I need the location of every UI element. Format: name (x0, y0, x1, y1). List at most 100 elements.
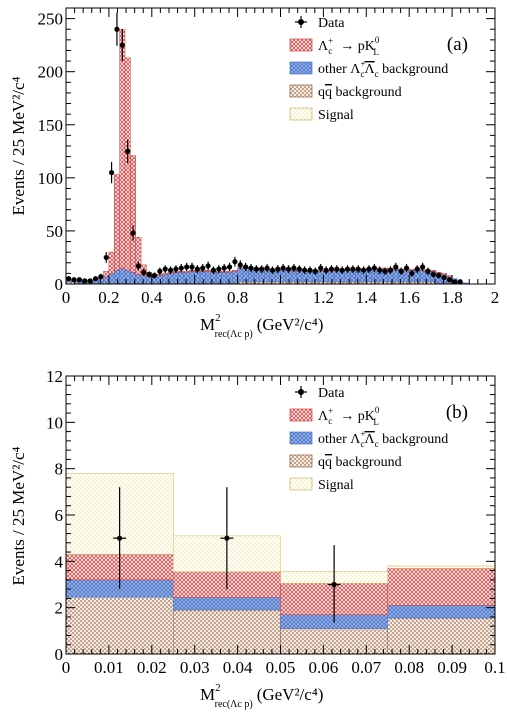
data-point-66 (420, 264, 426, 270)
legend-label-part: c (328, 416, 332, 426)
data-point-38 (269, 267, 276, 273)
data-points-b (113, 487, 341, 623)
legend-label-part: background (332, 85, 402, 100)
data-point-34 (248, 265, 254, 271)
legend-label-signal: Signal (318, 108, 354, 123)
legend-label-part: c (328, 46, 332, 56)
legend-label-part: background (379, 432, 449, 447)
data-point-18 (162, 266, 168, 272)
x-tick-label-10: 0.1 (484, 658, 505, 677)
y-tick-label-5: 250 (38, 10, 64, 29)
data-point-8 (108, 169, 115, 176)
x-tick-label-3: 0.03 (180, 658, 210, 677)
legend-label-part: + (360, 59, 365, 69)
data-point-33 (243, 264, 249, 270)
legend-label-part: + (328, 406, 333, 416)
legend-label-part: L (373, 47, 379, 57)
data-point-24 (194, 266, 200, 272)
data-point-16 (151, 272, 158, 279)
x-tick-label-2: 0.4 (141, 288, 163, 307)
bar-kl-71 (446, 275, 453, 277)
data-points-a (66, 12, 463, 285)
data-point-49 (328, 266, 335, 272)
legend-swatch-qq (289, 84, 313, 98)
data-point-71 (446, 277, 453, 283)
bar-kl-3 (387, 568, 496, 606)
chart-panel-a: 0 0.2 0.4 0.6 0.8 1 1.2 1.4 1.6 1.8 2 0 50 100 150 200 2… (9, 7, 500, 340)
bar-kl-9 (114, 174, 120, 271)
axis-ticks-a (65, 8, 496, 285)
legend-label-qq: qq background (318, 455, 402, 470)
tick-labels-b: 0 0.01 0.02 0.03 0.04 0.05 0.06 0.07 0.08 0.09 0.1… (46, 367, 506, 677)
legend-label-part: 0 (375, 35, 380, 45)
legend-swatch-qq (289, 454, 313, 468)
legend-label-kl: Λ+ c → pK0 L (318, 405, 380, 427)
bar-kl-13 (135, 237, 142, 275)
panel-label-a: (a) (447, 34, 468, 55)
data-point-37 (264, 265, 270, 271)
data-point-2 (331, 581, 337, 588)
y-tick-label-0: 0 (55, 275, 64, 294)
legend-label-part: Λ (318, 409, 329, 424)
legend-label-part: L (373, 417, 379, 427)
bar-kl-31 (231, 269, 238, 272)
legend-label-kl: Λ+ c → pK0 L (318, 35, 380, 57)
y-tick-label-0: 0 (55, 645, 64, 664)
data-point-48 (323, 267, 329, 273)
data-point-61 (393, 264, 399, 270)
legend-label-part: Λ (365, 62, 376, 77)
bar-kl-10 (119, 28, 126, 269)
data-point-64 (409, 270, 415, 276)
legend-label-part: q (318, 85, 325, 100)
y-axis-label-b: Events / 25 MeV²/c⁴ (9, 446, 28, 585)
y-tick-label-4: 200 (38, 63, 64, 82)
y-tick-label-6: 12 (46, 367, 63, 386)
legend-swatch-kl (289, 38, 313, 52)
legend-label-part: 0 (375, 405, 380, 415)
data-point-17 (157, 268, 163, 274)
data-point-1 (224, 535, 230, 541)
bar-signal-3 (387, 565, 496, 569)
data-point-2 (76, 277, 83, 283)
data-point-73 (457, 279, 463, 285)
x-tick-label-6: 1.2 (313, 288, 334, 307)
tick-labels-a: 0 0.2 0.4 0.6 0.8 1 1.2 1.4 1.6 1.8 2 0 50 100 150 200 2… (38, 10, 500, 307)
data-point-13 (135, 263, 141, 269)
bar-other-29 (221, 272, 228, 284)
x-tick-label-10: 2 (491, 288, 500, 307)
legend-swatch-other (289, 431, 313, 445)
x-tick-label-9: 0.09 (437, 658, 467, 677)
data-point-15 (146, 271, 152, 278)
data-point-23 (189, 264, 195, 270)
legend-label-other: other Λ+ cΛc background (318, 429, 448, 449)
bar-qq-1 (173, 609, 281, 655)
legend-swatch-other (289, 61, 313, 75)
data-point-27 (210, 267, 217, 273)
data-point-58 (377, 267, 383, 273)
data-point-70 (441, 275, 447, 281)
bar-kl-70 (441, 273, 447, 275)
legend-label-other: other Λ+ cΛc background (318, 59, 448, 79)
x-axis-label-sub: rec(Λc p) (215, 699, 253, 710)
data-point-40 (280, 265, 286, 271)
legend-label-part: c (375, 69, 379, 79)
legend-label-qq: qq background (318, 85, 402, 100)
data-point-56 (366, 266, 372, 272)
y-tick-label-4: 8 (55, 460, 64, 479)
bar-other-9 (114, 269, 120, 284)
legend-label-part: → pK (340, 409, 375, 424)
legend-label-part: → pK (340, 39, 375, 54)
x-tick-label-0: 0 (62, 658, 71, 677)
data-point-69 (436, 272, 442, 279)
bar-other-13 (135, 274, 142, 284)
bar-other-8 (108, 273, 115, 284)
bar-other-18 (162, 274, 169, 284)
x-tick-label-4: 0.8 (227, 288, 248, 307)
x-axis-label-b: M2 rec(Λc p) (GeV²/c⁴) (200, 682, 323, 710)
data-point-51 (339, 267, 345, 273)
data-point-32 (237, 262, 243, 268)
legend-label-part: background (332, 455, 402, 470)
